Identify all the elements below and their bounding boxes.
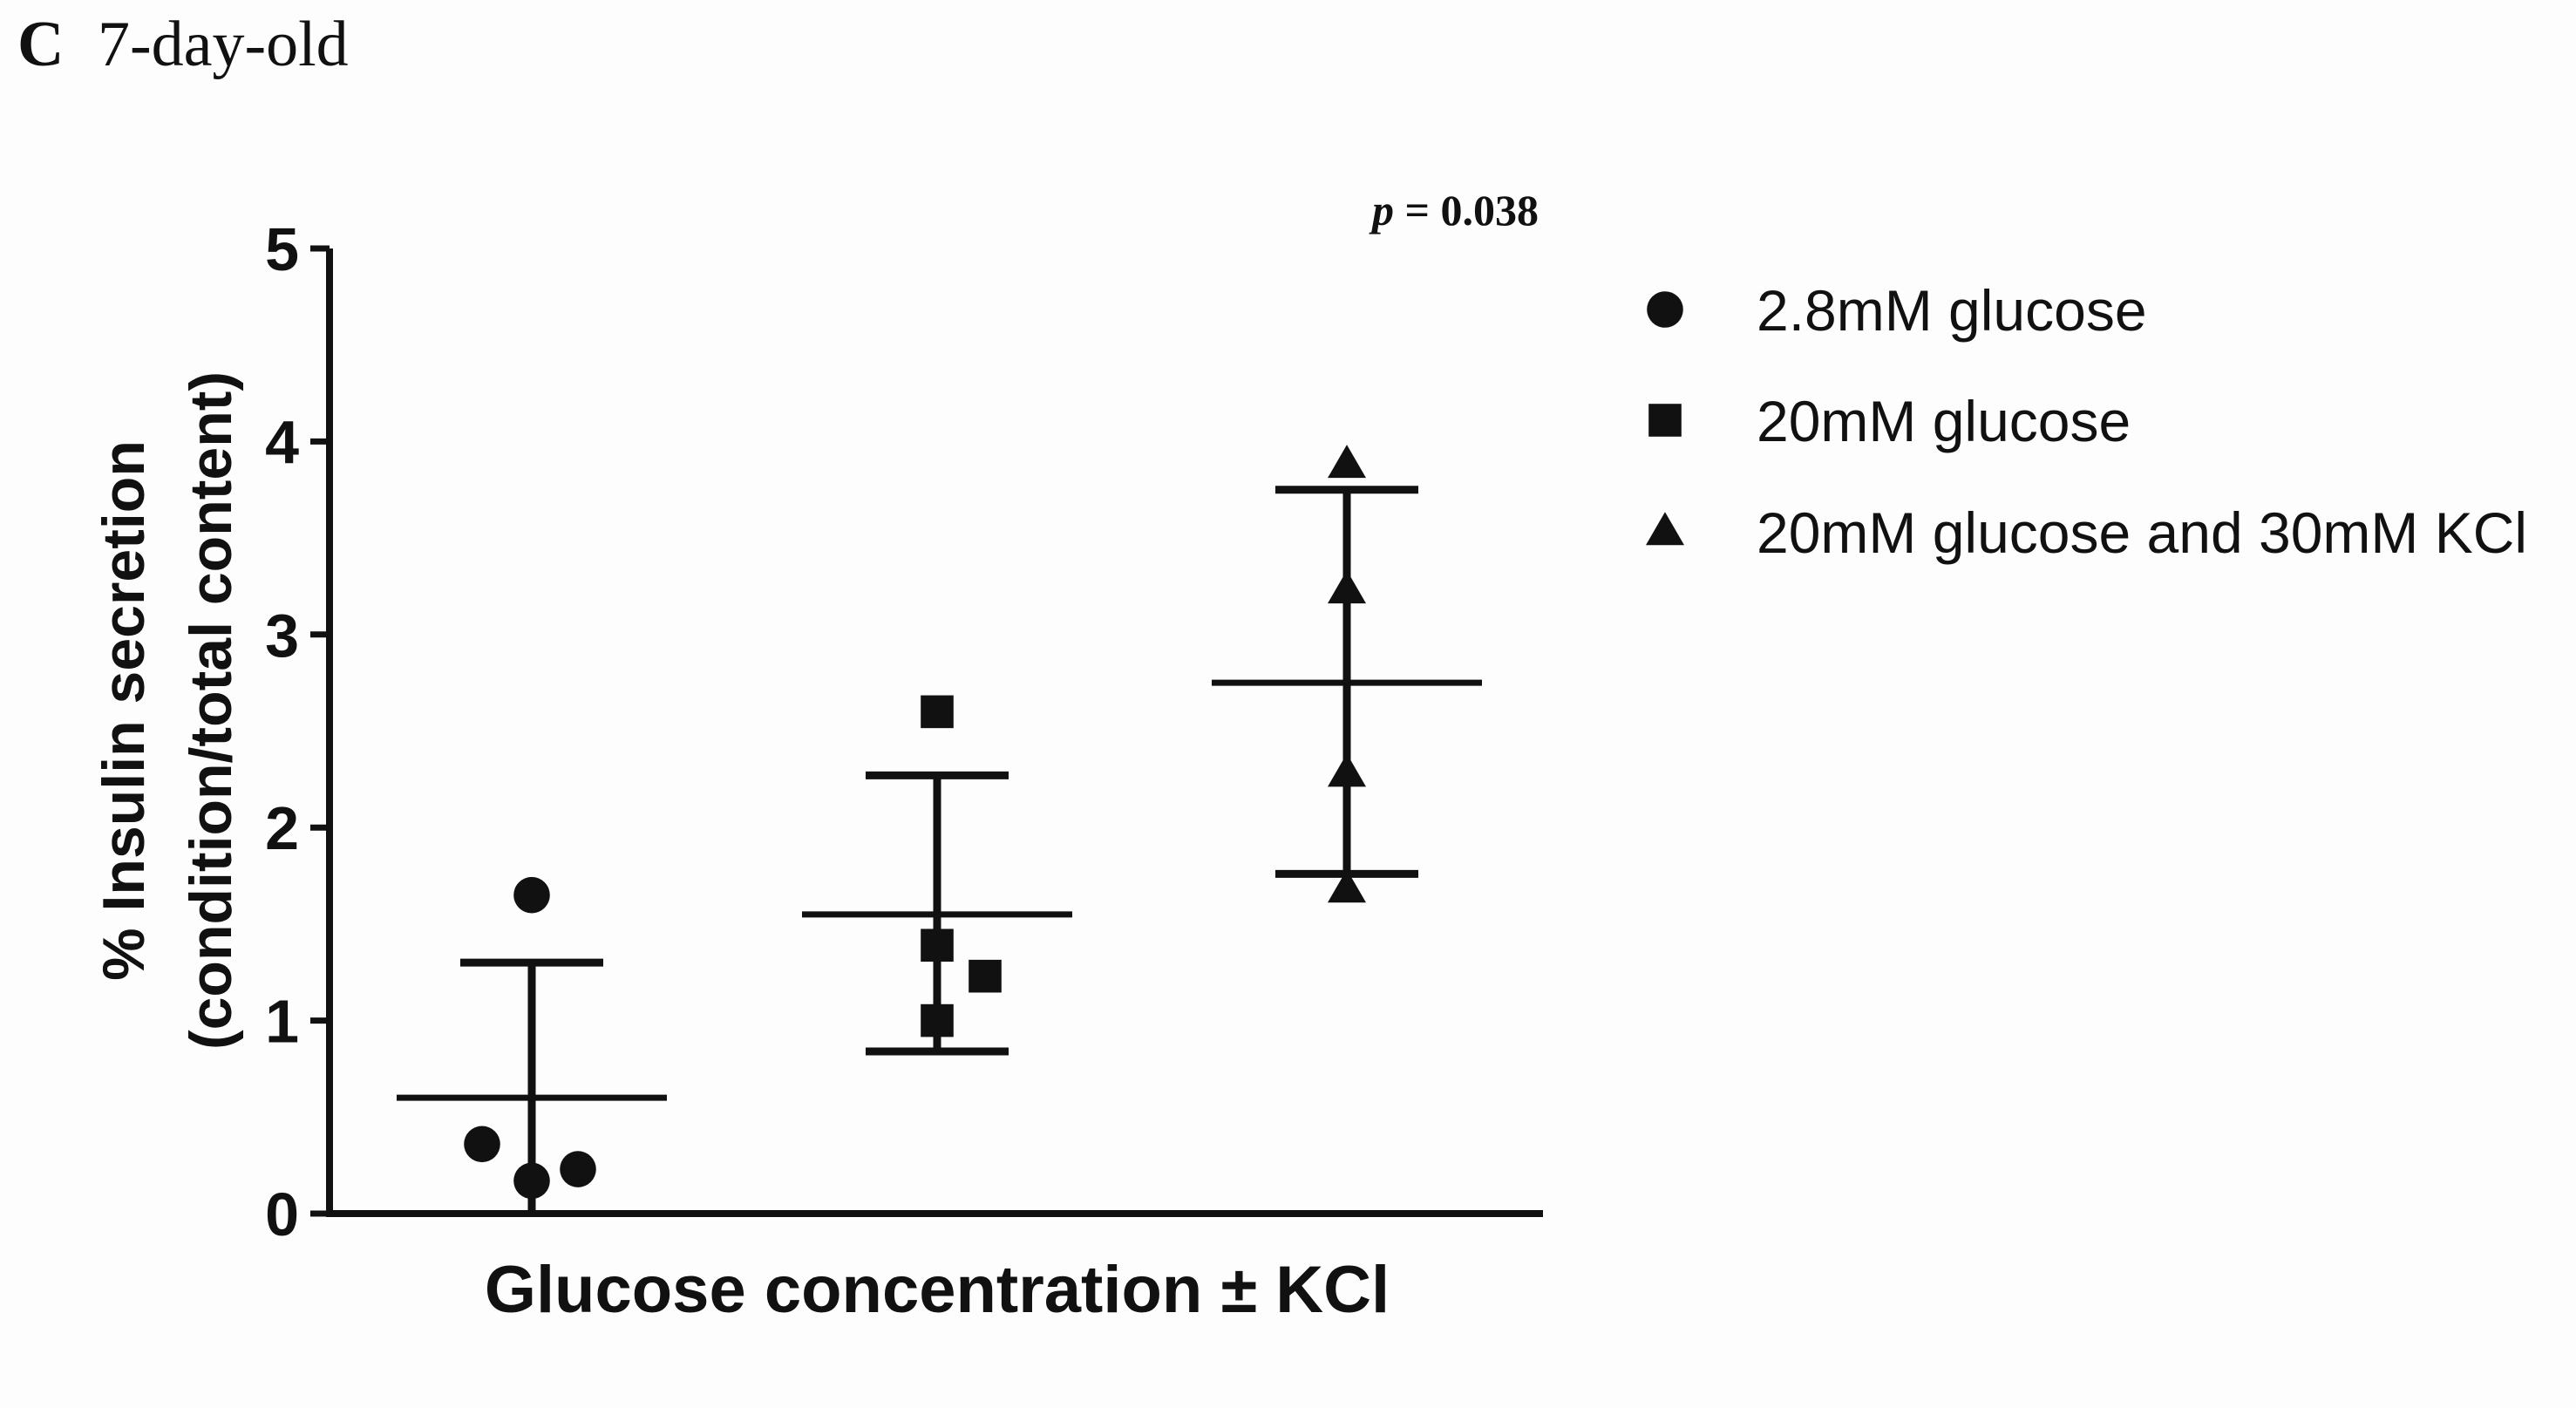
y-tick-label: 2 (265, 794, 299, 862)
legend-label: 20mM glucose and 30mM KCl (1757, 500, 2527, 565)
x-axis-label: Glucose concentration ± KCl (485, 1253, 1390, 1327)
y-tick-labels: 0 1 2 3 4 5 (265, 215, 299, 1248)
data-point (560, 1151, 596, 1187)
y-axis-label-line1: % Insulin secretion (91, 440, 157, 981)
p-value-symbol: p (1369, 186, 1394, 235)
legend-item: 2.8mM glucose (1647, 278, 2147, 343)
legend-item: 20mM glucose (1648, 389, 2131, 453)
data-point (921, 695, 954, 729)
series-group (397, 876, 667, 1214)
legend: 2.8mM glucose 20mM glucose 20mM glucose an… (1646, 278, 2527, 565)
legend-marker (1646, 512, 1684, 546)
legend-label: 20mM glucose (1757, 389, 2131, 453)
y-axis-label-line2: (condition/total content) (178, 371, 244, 1050)
p-value-text: = 0.038 (1405, 186, 1539, 235)
data-point (513, 1162, 550, 1200)
data-point (513, 876, 550, 914)
series-group (1212, 445, 1482, 903)
data-point (969, 959, 1002, 993)
data-point (1328, 869, 1366, 903)
y-tick-label: 5 (265, 215, 299, 283)
data-point (1328, 570, 1366, 604)
legend-marker (1647, 291, 1683, 328)
series-group (802, 695, 1072, 1056)
y-axis-label: % Insulin secretion (condition/total con… (91, 371, 244, 1050)
data-point (1328, 753, 1366, 787)
y-tick-label: 1 (265, 988, 299, 1056)
p-value-annotation: p = 0.038 (1369, 186, 1539, 235)
legend-item: 20mM glucose and 30mM KCl (1646, 500, 2527, 565)
legend-marker (1648, 404, 1682, 437)
panel-title-text: 7-day-old (98, 9, 349, 80)
legend-label: 2.8mM glucose (1757, 278, 2147, 343)
data-point (1328, 445, 1366, 479)
panel-letter: C (17, 9, 64, 80)
y-tick-label: 0 (265, 1180, 299, 1248)
y-tick-label: 3 (265, 602, 299, 670)
y-tick-label: 4 (265, 408, 299, 476)
data-point (921, 928, 954, 962)
panel-title: C 7-day-old (17, 9, 349, 80)
data-point (921, 1003, 954, 1037)
data-marks (397, 445, 1482, 1214)
data-point (464, 1126, 500, 1163)
